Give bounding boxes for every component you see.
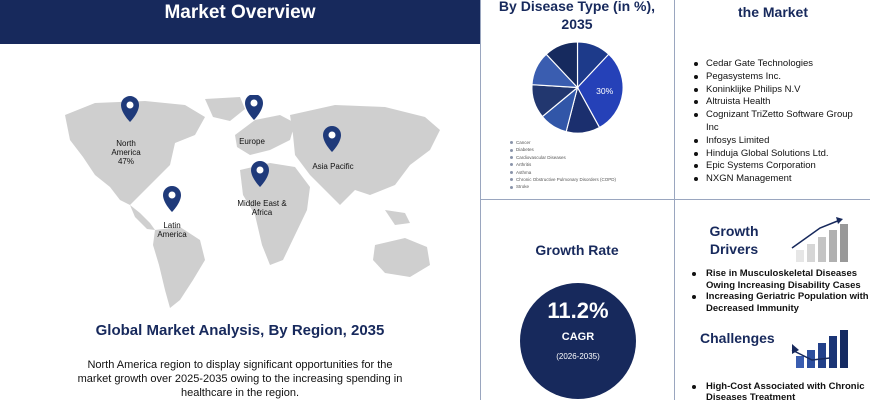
legend-entry: Arthritis xyxy=(510,161,670,168)
region-analysis-text: North America region to display signific… xyxy=(77,359,403,399)
growth-driver-item: Increasing Geriatric Population with Dec… xyxy=(690,291,870,314)
legend-entry: Stroke xyxy=(510,183,670,190)
region-analysis-title: Global Market Analysis, By Region, 2035 xyxy=(95,322,385,339)
region-label-north-america: North America 47% xyxy=(111,139,141,166)
region-label-asia-pacific: Asia Pacific xyxy=(312,162,354,171)
legend-label: Cancer xyxy=(516,140,531,145)
growth-driver-item: Rise in Musculoskeletal Diseases Owing I… xyxy=(690,268,870,291)
overview-title: Market Overview xyxy=(164,2,316,23)
challenges-list: High-Cost Associated with Chronic Diseas… xyxy=(690,381,870,400)
growth-drivers-title: Growth Drivers xyxy=(709,223,759,257)
legend-entry: Diabetes xyxy=(510,146,670,153)
region-label-latin-america: Latin America xyxy=(157,221,187,239)
pie-slice xyxy=(545,41,579,89)
disease-pie-chart: 30% xyxy=(531,41,624,134)
legend-dot-icon xyxy=(510,170,513,174)
key-player-item: Koninklijke Philips N.V xyxy=(693,84,863,97)
legend-label: Arthritis xyxy=(516,162,532,168)
disease-legend: Cancer Diabetes Cardiovascular Diseases Art… xyxy=(510,139,670,191)
key-player-item: Altruista Health xyxy=(693,96,863,109)
pin-europe-icon xyxy=(245,95,263,120)
cagr-value: 11.2% xyxy=(547,298,609,323)
legend-entry: Chronic Obstructive Pulmonary Disorders … xyxy=(510,176,670,183)
key-player-item: Cognizant TriZetto Software Group Inc xyxy=(693,109,863,135)
divider-horizontal xyxy=(481,199,870,200)
legend-label: Chronic Obstructive Pulmonary Disorders … xyxy=(516,177,617,183)
challenges-title: Challenges xyxy=(700,330,775,346)
key-player-item: Pegasystems Inc. xyxy=(693,71,863,84)
pin-middle-east-africa-icon xyxy=(251,161,269,187)
legend-entry: Asthma xyxy=(510,169,670,176)
key-player-item: Epic Systems Corporation xyxy=(693,160,863,173)
pie-data-label: 30% xyxy=(596,86,614,96)
legend-dot-icon xyxy=(510,163,513,167)
disease-type-title: By Disease Type (in %), 2035 xyxy=(498,0,656,32)
cagr-period: (2026-2035) xyxy=(556,352,600,361)
pie-slice xyxy=(576,53,624,129)
legend-entry: Cancer xyxy=(510,139,670,146)
key-player-item: Cedar Gate Technologies xyxy=(693,58,863,71)
legend-dot-icon xyxy=(510,141,513,145)
key-player-item: NXGN Management xyxy=(693,173,863,186)
legend-dot-icon xyxy=(510,178,513,182)
legend-dot-icon xyxy=(510,148,513,152)
growth-bar-chart-icon xyxy=(791,217,848,262)
legend-label: Asthma xyxy=(516,169,532,175)
growth-drivers-list: Rise in Musculoskeletal Diseases Owing I… xyxy=(690,268,870,314)
legend-dot-icon xyxy=(510,156,513,160)
region-label-middle-east-africa: Middle East & Africa xyxy=(237,199,287,217)
legend-dot-icon xyxy=(510,185,513,189)
key-players-list: Cedar Gate Technologies Pegasystems Inc. K… xyxy=(693,58,863,186)
region-label-europe: Europe xyxy=(239,137,265,146)
divider-vertical-1 xyxy=(480,0,481,400)
key-players-title: the Market xyxy=(737,4,809,20)
key-player-item: Infosys Limited xyxy=(693,135,863,148)
legend-label: Stroke xyxy=(516,184,530,190)
legend-entry: Cardiovascular Diseases xyxy=(510,154,670,161)
pin-asia-pacific-icon xyxy=(323,126,341,152)
pin-latin-america-icon xyxy=(163,186,181,212)
challenges-bar-chart-icon xyxy=(791,330,848,368)
legend-label: Cardiovascular Diseases xyxy=(516,154,566,160)
cagr-label: CAGR xyxy=(561,331,595,343)
key-player-item: Hinduja Global Solutions Ltd. xyxy=(693,148,863,161)
world-map xyxy=(65,95,440,308)
cagr-circle xyxy=(520,283,636,399)
divider-vertical-2 xyxy=(674,0,675,400)
overview-title-bar: Market Overview xyxy=(0,0,480,44)
challenge-item: High-Cost Associated with Chronic Diseas… xyxy=(690,381,870,400)
growth-rate-title: Growth Rate xyxy=(535,242,619,258)
pin-north-america-icon xyxy=(121,96,139,122)
market-overview-panel: Market Overview xyxy=(0,0,480,399)
legend-label: Diabetes xyxy=(516,147,534,153)
